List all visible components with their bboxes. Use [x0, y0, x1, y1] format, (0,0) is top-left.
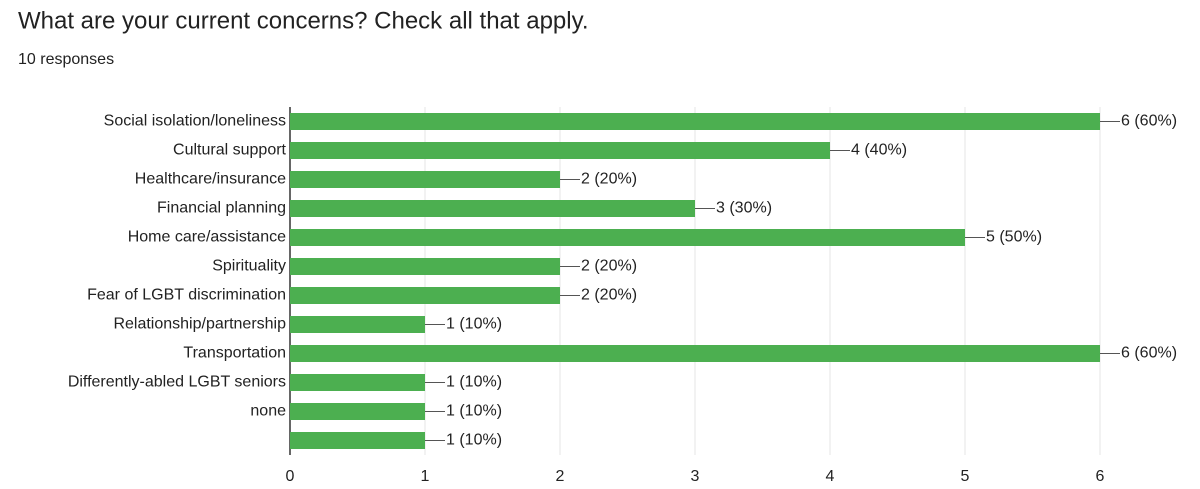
- data-label: 1 (10%): [446, 316, 502, 333]
- data-label: 6 (60%): [1121, 345, 1177, 362]
- bar: [290, 229, 965, 246]
- y-tick-label: Financial planning: [157, 200, 286, 217]
- data-label: 1 (10%): [446, 374, 502, 391]
- x-tick-label: 6: [1096, 468, 1105, 485]
- data-label: 5 (50%): [986, 229, 1042, 246]
- y-tick-label: Fear of LGBT discrimination: [87, 287, 286, 304]
- y-tick-label: Home care/assistance: [128, 229, 286, 246]
- bar: [290, 403, 425, 420]
- bar: [290, 200, 695, 217]
- y-tick-label: Transportation: [183, 345, 286, 362]
- y-tick-label: Healthcare/insurance: [135, 171, 286, 188]
- bar: [290, 316, 425, 333]
- data-label: 6 (60%): [1121, 113, 1177, 130]
- x-tick-label: 0: [286, 468, 295, 485]
- y-tick-label: Differently-abled LGBT seniors: [68, 374, 286, 391]
- chart-title: What are your current concerns? Check al…: [18, 7, 589, 34]
- data-label: 1 (10%): [446, 403, 502, 420]
- x-tick-label: 2: [556, 468, 565, 485]
- y-tick-label: none: [250, 403, 286, 420]
- bar: [290, 374, 425, 391]
- bar: [290, 171, 560, 188]
- y-tick-label: Social isolation/loneliness: [104, 113, 286, 130]
- data-label: 3 (30%): [716, 200, 772, 217]
- data-label: 2 (20%): [581, 287, 637, 304]
- x-tick-label: 3: [691, 468, 700, 485]
- bar: [290, 432, 425, 449]
- y-tick-label: Cultural support: [173, 142, 287, 159]
- bar: [290, 113, 1100, 130]
- bar: [290, 258, 560, 275]
- x-tick-label: 4: [826, 468, 835, 485]
- bar: [290, 345, 1100, 362]
- chart-subtitle: 10 responses: [18, 51, 114, 68]
- y-tick-label: Spirituality: [212, 258, 286, 275]
- y-tick-label: Relationship/partnership: [113, 316, 286, 333]
- data-label: 2 (20%): [581, 258, 637, 275]
- bar: [290, 142, 830, 159]
- x-tick-label: 5: [961, 468, 970, 485]
- data-label: 2 (20%): [581, 171, 637, 188]
- x-tick-label: 1: [421, 468, 430, 485]
- data-label: 1 (10%): [446, 432, 502, 449]
- bar: [290, 287, 560, 304]
- data-label: 4 (40%): [851, 142, 907, 159]
